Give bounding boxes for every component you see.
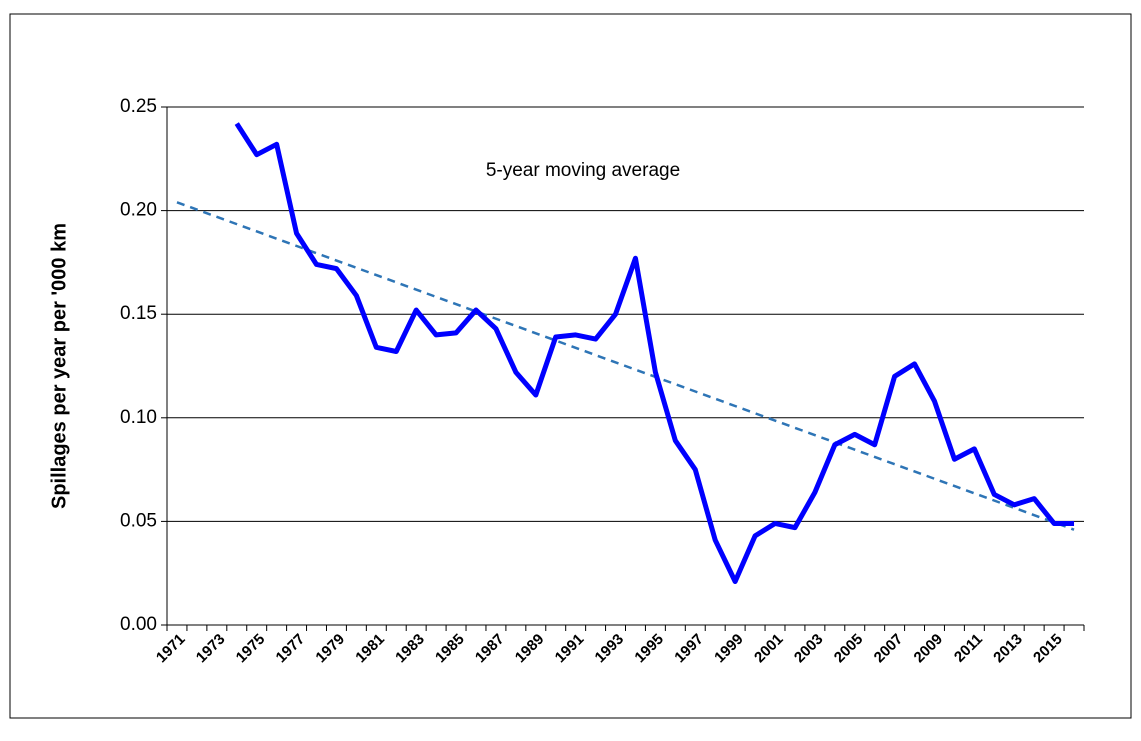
- annotation: 5-year moving average: [486, 160, 680, 181]
- y-axis-label: Spillages per year per '000 km: [48, 223, 70, 509]
- y-tick-label: 0.25: [120, 96, 157, 117]
- trend-line: [176, 201, 1075, 531]
- y-tick-label: 0.15: [120, 303, 157, 324]
- data-line: [234, 122, 1075, 584]
- y-tick-label: 0.00: [120, 614, 157, 635]
- y-tick-label: 0.05: [120, 510, 157, 531]
- y-tick-label: 0.10: [120, 407, 157, 428]
- chart-frame: [9, 13, 1132, 719]
- y-tick-label: 0.20: [120, 200, 157, 221]
